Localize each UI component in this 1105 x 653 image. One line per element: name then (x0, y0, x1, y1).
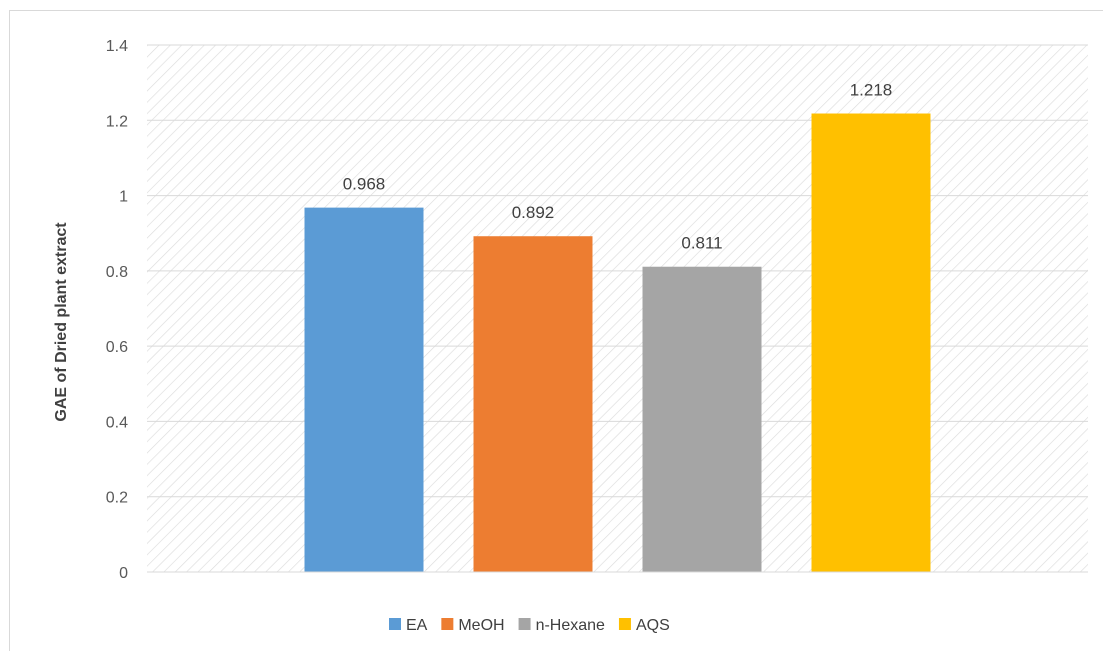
data-labels: 0.968 0.892 0.811 1.218 (343, 81, 893, 253)
legend-label: EA (406, 617, 428, 634)
data-label: 0.811 (681, 234, 722, 253)
y-tick-label: 1.4 (106, 38, 128, 55)
legend: EA MeOH n-Hexane AQS (389, 617, 670, 634)
gridlines (147, 44, 1088, 498)
data-label: 0.968 (343, 175, 386, 194)
y-tick-label: 1 (119, 189, 128, 206)
plot-area (147, 45, 1088, 572)
data-label: 0.892 (512, 203, 555, 222)
legend-swatch (441, 618, 454, 630)
data-label: 1.218 (850, 81, 893, 100)
y-tick-label: 0.2 (106, 490, 128, 507)
bar-meoh (473, 236, 593, 572)
legend-label: n-Hexane (536, 617, 605, 634)
y-axis-tick-labels: 0 0.2 0.4 0.6 0.8 1 1.2 1.4 (106, 38, 128, 582)
bar-n-hexane (642, 266, 762, 572)
legend-swatch (618, 618, 631, 630)
bar-aqs (811, 113, 931, 572)
y-tick-label: 0.8 (106, 264, 128, 281)
legend-swatch (518, 618, 531, 630)
y-tick-label: 0.6 (106, 339, 128, 356)
legend-swatch (389, 618, 401, 630)
y-tick-label: 1.2 (106, 113, 128, 130)
bars (304, 113, 931, 573)
legend-label: MeOH (458, 617, 504, 634)
legend-label: AQS (636, 617, 670, 634)
chart-frame (9, 10, 1103, 651)
bar-ea (304, 207, 424, 573)
y-tick-label: 0.4 (106, 414, 128, 431)
y-tick-label: 0 (119, 565, 128, 582)
y-axis-title: GAE of Dried plant extract (53, 222, 70, 422)
